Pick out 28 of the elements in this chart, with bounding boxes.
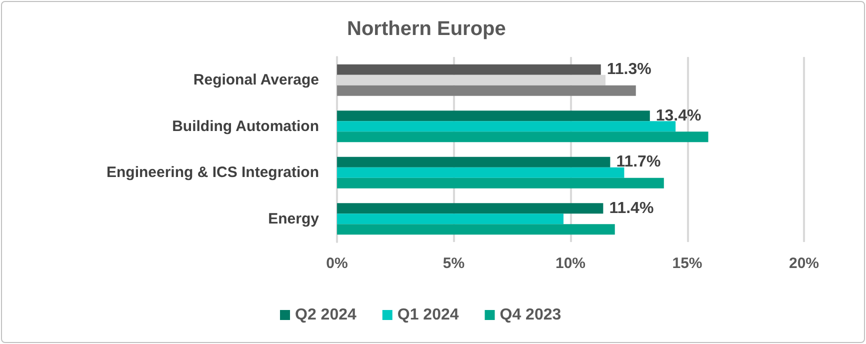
x-tick-label: 15% <box>672 255 702 272</box>
bar <box>337 64 601 75</box>
y-tick-label: Building Automation <box>172 118 319 135</box>
legend-label: Q1 2024 <box>397 306 459 324</box>
data-label: 11.7% <box>616 154 661 171</box>
bar <box>337 132 708 142</box>
x-tick-label: 0% <box>326 255 348 272</box>
bar <box>337 178 664 188</box>
y-tick-label: Regional Average <box>193 72 319 89</box>
bar <box>337 85 636 96</box>
legend-label: Q4 2023 <box>500 306 562 324</box>
x-tick-label: 5% <box>442 255 465 272</box>
bar <box>337 167 624 178</box>
data-label: 13.4% <box>656 107 702 124</box>
bar <box>337 203 604 214</box>
data-label: 11.3% <box>606 61 652 78</box>
data-label: 11.4% <box>609 200 654 217</box>
bar <box>337 224 615 235</box>
y-tick-label: Energy <box>268 210 320 228</box>
bar <box>337 214 564 224</box>
chart-title: Northern Europe <box>347 18 506 40</box>
bar <box>337 110 650 122</box>
bar <box>337 156 610 168</box>
y-tick-label: Engineering & ICS Integration <box>106 164 319 182</box>
x-tick-label: 10% <box>555 255 586 272</box>
legend-label: Q2 2024 <box>295 306 356 324</box>
bar <box>337 121 676 132</box>
x-tick-label: 20% <box>788 255 820 272</box>
